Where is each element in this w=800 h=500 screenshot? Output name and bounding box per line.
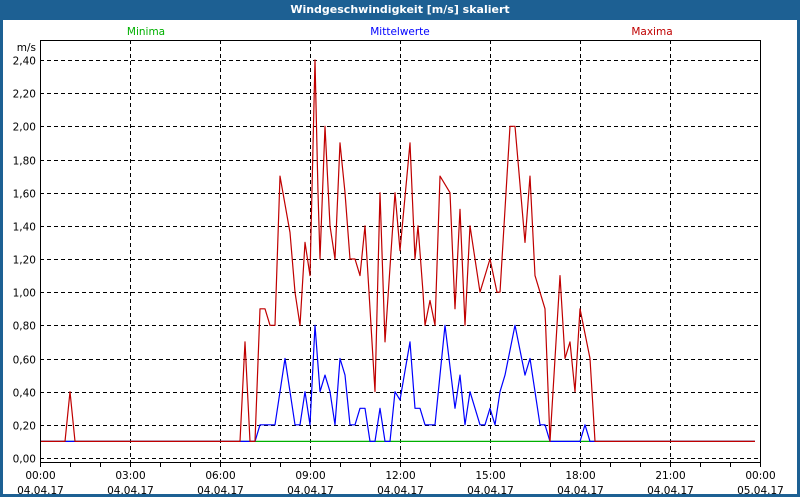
x-tick-time: 09:00	[295, 470, 325, 482]
window-title: Windgeschwindigkeit [m/s] skaliert	[0, 0, 800, 20]
y-tick-label: 2,20	[13, 89, 36, 101]
x-tick-date: 04.04.17	[467, 485, 514, 497]
y-tick-label: 1,00	[13, 288, 36, 300]
y-tick-label: 2,00	[13, 122, 36, 134]
y-tick-label: 1,40	[13, 222, 36, 234]
y-tick-label: 0,00	[13, 454, 36, 466]
plot-frame	[40, 40, 761, 463]
y-tick-label: 1,80	[13, 156, 36, 168]
legend-minima: Minima	[127, 26, 165, 38]
series-line-maxima	[40, 59, 755, 442]
x-tick-date: 04.04.17	[557, 485, 604, 497]
x-tick-date: 04.04.17	[107, 485, 154, 497]
y-tick-label: 1,60	[13, 189, 36, 201]
x-tick-time: 03:00	[115, 470, 145, 482]
x-tick-time: 00:00	[745, 470, 775, 482]
legend-maxima: Maxima	[631, 26, 672, 38]
x-tick-time: 12:00	[385, 470, 415, 482]
x-tick-time: 00:00	[25, 470, 55, 482]
y-tick-label: 1,20	[13, 255, 36, 267]
y-axis-unit: m/s	[17, 42, 36, 54]
y-tick-label: 0,80	[13, 321, 36, 333]
series-line-mittelwerte	[40, 324, 755, 442]
x-tick-date: 04.04.17	[197, 485, 244, 497]
x-tick-time: 15:00	[475, 470, 505, 482]
x-tick-time: 21:00	[655, 470, 685, 482]
y-tick-label: 0,20	[13, 421, 36, 433]
x-tick-date: 04.04.17	[647, 485, 694, 497]
x-tick-time: 06:00	[205, 470, 235, 482]
x-tick-date: 04.04.17	[287, 485, 334, 497]
y-tick-label: 2,40	[13, 56, 36, 68]
x-tick-date: 05.04.17	[737, 485, 784, 497]
x-tick-date: 04.04.17	[17, 485, 64, 497]
x-tick-date: 04.04.17	[377, 485, 424, 497]
x-tick-time: 18:00	[565, 470, 595, 482]
y-tick-label: 0,40	[13, 388, 36, 400]
legend-mittelwerte: Mittelwerte	[370, 26, 430, 38]
y-tick-label: 0,60	[13, 355, 36, 367]
